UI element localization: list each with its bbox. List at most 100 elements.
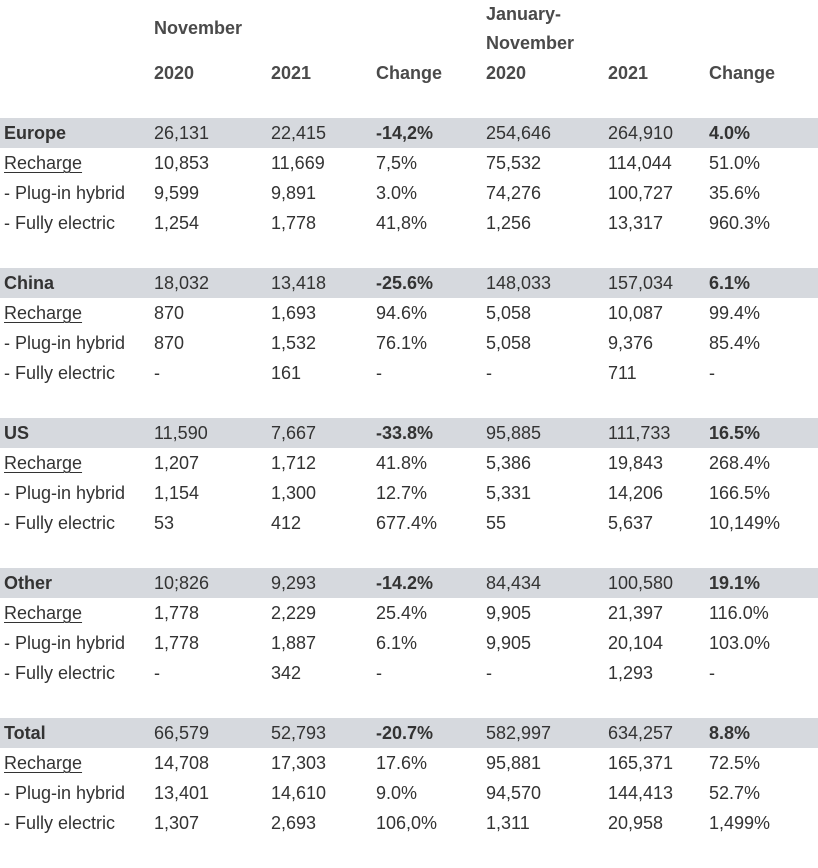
plug-in-hybrid-row: - Plug-in hybrid 1,154 1,300 12.7% 5,331 14,2… [0,478,818,508]
table-cell: - [154,663,160,683]
fully-electric-row: - Fully electric 53 412 677.4% 55 5,637 10,149… [0,508,818,538]
table-cell: 960.3% [709,213,771,233]
table-cell: 19.1% [709,573,761,593]
fully-electric-row: - Fully electric - 342 - - 1,293 - [0,658,818,688]
header-nov-2020: 2020 [154,63,195,83]
table-cell: 9,599 [154,183,200,203]
table-cell: 4.0% [709,123,751,143]
table-section: Total 66,579 52,793 -20.7% 582,997 634,257 8.8… [0,718,818,838]
row-label: Recharge [4,303,83,323]
table-cell: 677.4% [376,513,438,533]
recharge-row: Recharge 14,708 17,303 17.6% 95,881 165,371 72… [0,748,818,778]
region-row: US 11,590 7,667 -33.8% 95,885 111,733 16.5% [0,418,818,448]
table-cell: -25.6% [376,273,434,293]
table-cell: 55 [486,513,507,533]
plug-in-hybrid-row: - Plug-in hybrid 1,778 1,887 6.1% 9,905 20,10… [0,628,818,658]
row-label: - Plug-in hybrid [4,333,126,353]
table-cell: 14,206 [608,483,664,503]
table-cell: 5,637 [608,513,654,533]
table-cell: 116.0% [709,603,769,623]
table-cell: - [486,363,492,383]
region-row: China 18,032 13,418 -25.6% 148,033 157,034 6.1… [0,268,818,298]
table-cell: 264,910 [608,123,674,143]
row-label: Europe [4,123,67,143]
table-cell: 20,104 [608,633,664,653]
table-cell: 41,8% [376,213,428,233]
row-label: - Fully electric [4,813,116,833]
table-cell: 254,646 [486,123,552,143]
table-cell: 342 [271,663,302,683]
region-row: Other 10;826 9,293 -14.2% 84,434 100,580 19.1% [0,568,818,598]
fully-electric-row: - Fully electric 1,254 1,778 41,8% 1,256 13,3… [0,208,818,238]
table-cell: 870 [154,303,185,323]
fully-electric-row: - Fully electric - 161 - - 711 - [0,358,818,388]
table-cell: 166.5% [709,483,771,503]
table-section: Europe 26,131 22,415 -14,2% 254,646 264,910 4.… [0,118,818,238]
table-cell: 1,300 [271,483,317,503]
table-cell: 1,254 [154,213,200,233]
row-label: Recharge [4,453,83,473]
sales-table: Europe 26,131 22,415 -14,2% 254,646 264,910 4.… [0,118,818,868]
table-cell: 1,693 [271,303,317,323]
table-cell: 94,570 [486,783,542,803]
table-cell: 14,610 [271,783,327,803]
table-cell: 76.1% [376,333,428,353]
row-label: - Plug-in hybrid [4,633,126,653]
row-label: Recharge [4,753,83,773]
table-cell: 1,154 [154,483,200,503]
table-cell: 20,958 [608,813,664,833]
table-section: Other 10;826 9,293 -14.2% 84,434 100,580 19.1%… [0,568,818,688]
header-group-jan-nov-line2: November [486,33,575,53]
table-cell: 161 [271,363,302,383]
table-section: China 18,032 13,418 -25.6% 148,033 157,034 6.1… [0,268,818,388]
table-cell: - [709,663,715,683]
table-cell: 5,386 [486,453,532,473]
row-label: - Plug-in hybrid [4,183,126,203]
table-cell: 106,0% [376,813,438,833]
header-jannov-change: Change [709,63,776,83]
table-cell: 9,293 [271,573,317,593]
row-label: - Plug-in hybrid [4,783,126,803]
table-cell: 9,905 [486,633,532,653]
recharge-row: Recharge 870 1,693 94.6% 5,058 10,087 99.4% [0,298,818,328]
table-cell: - [376,363,382,383]
region-row: Total 66,579 52,793 -20.7% 582,997 634,257 8.8… [0,718,818,748]
recharge-row: Recharge 1,778 2,229 25.4% 9,905 21,397 116.0% [0,598,818,628]
row-label: Total [4,723,46,743]
table-cell: 11,669 [271,153,325,173]
row-label: Recharge [4,603,83,623]
table-cell: 53 [154,513,175,533]
table-cell: 3.0% [376,183,418,203]
table-cell: 85.4% [709,333,761,353]
table-cell: 6.1% [709,273,751,293]
table-cell: 94.6% [376,303,428,323]
table-cell: 75,532 [486,153,542,173]
row-label: - Plug-in hybrid [4,483,126,503]
table-cell: 52,793 [271,723,327,743]
table-cell: 17.6% [376,753,428,773]
plug-in-hybrid-row: - Plug-in hybrid 870 1,532 76.1% 5,058 9,376 8… [0,328,818,358]
table-cell: 99.4% [709,303,761,323]
recharge-row: Recharge 10,853 11,669 7,5% 75,532 114,044 51.… [0,148,818,178]
row-label: - Fully electric [4,663,116,683]
table-cell: - [486,663,492,683]
table-cell: 35.6% [709,183,761,203]
table-cell: 1,887 [271,633,317,653]
row-label: US [4,423,30,443]
row-label: China [4,273,55,293]
table-cell: 12.7% [376,483,428,503]
table-cell: 10,149% [709,513,781,533]
table-cell: 711 [608,363,637,383]
table-cell: 7,667 [271,423,317,443]
table-cell: 25.4% [376,603,428,623]
table-cell: -20.7% [376,723,434,743]
table-cell: 268.4% [709,453,771,473]
table-cell: 17,303 [271,753,327,773]
table-section: US 11,590 7,667 -33.8% 95,885 111,733 16.5% Rec… [0,418,818,538]
table-cell: 103.0% [709,633,771,653]
table-cell: 19,843 [608,453,664,473]
row-label: Other [4,573,53,593]
table-cell: 5,331 [486,483,532,503]
table-cell: 22,415 [271,123,327,143]
table-cell: 95,885 [486,423,542,443]
